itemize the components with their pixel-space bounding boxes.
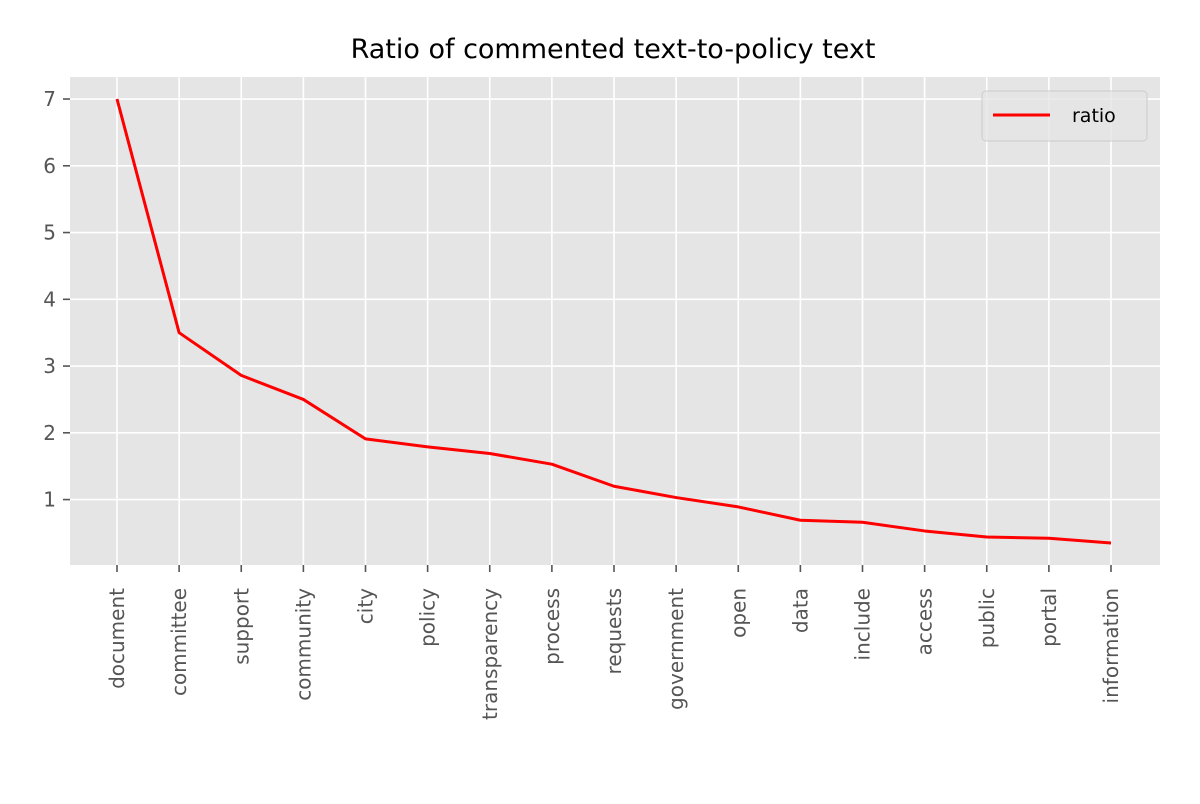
y-tick-label: 4 bbox=[43, 287, 56, 311]
y-tick-label: 1 bbox=[43, 488, 56, 512]
x-tick-label: transparency bbox=[478, 588, 502, 720]
x-tick-label: process bbox=[540, 588, 564, 665]
grid-lines bbox=[70, 77, 1160, 565]
series-line-ratio bbox=[115, 98, 1112, 545]
x-tick-label: information bbox=[1099, 588, 1123, 703]
y-tick-label: 6 bbox=[43, 154, 56, 178]
legend-box bbox=[981, 90, 1148, 142]
x-tick-label: government bbox=[664, 588, 688, 710]
x-tick-label: committee bbox=[167, 588, 191, 696]
x-tick-label: data bbox=[788, 588, 812, 633]
x-tick-label: include bbox=[851, 588, 875, 660]
y-tick-label: 2 bbox=[43, 421, 56, 445]
x-tick-label: community bbox=[291, 588, 315, 701]
x-tick-label: open bbox=[726, 588, 750, 638]
series-layer bbox=[115, 98, 1112, 545]
chart-title: Ratio of commented text-to-policy text bbox=[351, 34, 876, 65]
y-tick-label: 7 bbox=[43, 87, 56, 111]
x-tick-label: policy bbox=[416, 588, 440, 647]
x-tick-label: public bbox=[975, 588, 999, 648]
y-tick-label: 3 bbox=[43, 354, 56, 378]
y-tick-label: 5 bbox=[43, 221, 56, 245]
x-tick-label: access bbox=[913, 588, 937, 655]
x-tick-label: requests bbox=[602, 588, 626, 674]
x-tick-label: city bbox=[354, 588, 378, 624]
axis-ticks: 1 2 3 4 5 6 7 document committee support community… bbox=[43, 87, 1123, 720]
legend: ratio bbox=[981, 90, 1148, 142]
x-tick-label: portal bbox=[1037, 588, 1061, 647]
legend-label-ratio: ratio bbox=[1072, 105, 1116, 127]
x-tick-label: support bbox=[229, 588, 253, 665]
plot-area bbox=[70, 77, 1160, 565]
x-tick-label: document bbox=[105, 588, 129, 689]
